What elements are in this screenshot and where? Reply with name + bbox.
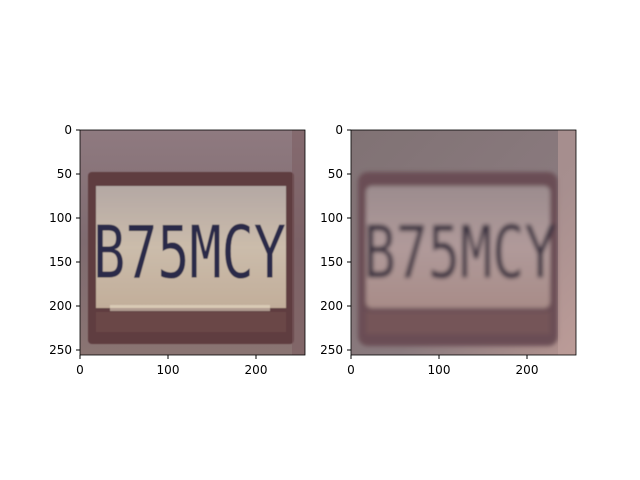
right-panel: B75MCY 0 50 100 150 200 250 0 100 200 [320, 123, 577, 377]
left-y-tick-label: 150 [49, 255, 72, 269]
left-plate-face [96, 186, 286, 308]
right-y-tick-label: 100 [320, 211, 343, 225]
left-axes-frame [79, 129, 306, 356]
left-y-tick-label: 50 [57, 167, 72, 181]
left-image: B75MCY [80, 130, 305, 355]
left-x-tick-label: 0 [76, 363, 84, 377]
left-y-tick-label: 100 [49, 211, 72, 225]
right-x-axis: 0 100 200 [347, 355, 538, 377]
right-axes-frame [350, 129, 577, 356]
right-plate-face [366, 186, 550, 308]
right-y-tick-label: 250 [320, 343, 343, 357]
left-plate-bottom-band [96, 312, 286, 332]
left-y-tick-label: 250 [49, 343, 72, 357]
right-plate-text: B75MCY [364, 211, 557, 295]
left-plate-text: B75MCY [93, 211, 286, 295]
left-y-tick-label: 200 [49, 299, 72, 313]
left-x-axis: 0 100 200 [76, 355, 267, 377]
left-x-tick-label: 200 [245, 363, 268, 377]
right-x-tick-label: 0 [347, 363, 355, 377]
left-panel: B75MCY 0 50 100 150 200 250 0 100 [49, 123, 306, 377]
right-image: B75MCY [351, 130, 576, 355]
left-y-tick-label: 0 [64, 123, 72, 137]
right-y-tick-label: 0 [335, 123, 343, 137]
right-y-tick-label: 50 [328, 167, 343, 181]
left-y-axis: 0 50 100 150 200 250 [49, 123, 80, 357]
right-x-tick-label: 100 [428, 363, 451, 377]
left-x-tick-label: 100 [157, 363, 180, 377]
right-y-axis: 0 50 100 150 200 250 [320, 123, 351, 357]
right-plate-bottom-band [366, 312, 550, 334]
right-y-tick-label: 150 [320, 255, 343, 269]
right-x-tick-label: 200 [516, 363, 539, 377]
right-y-tick-label: 200 [320, 299, 343, 313]
